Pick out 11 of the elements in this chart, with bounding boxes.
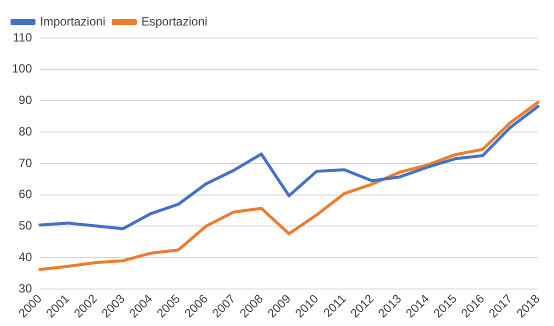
y-tick-label: 30 xyxy=(18,281,32,296)
y-tick-label: 50 xyxy=(18,218,32,233)
y-tick-label: 70 xyxy=(18,156,32,170)
y-tick-label: 110 xyxy=(12,30,32,44)
legend-label: Importazioni xyxy=(40,14,106,28)
y-tick-label: 90 xyxy=(18,93,32,108)
y-tick-label: 60 xyxy=(18,187,32,202)
y-tick-label: 40 xyxy=(18,250,32,264)
y-tick-label: 80 xyxy=(18,124,32,138)
y-tick-label: 100 xyxy=(12,62,32,76)
legend-label: Esportazioni xyxy=(141,14,208,28)
